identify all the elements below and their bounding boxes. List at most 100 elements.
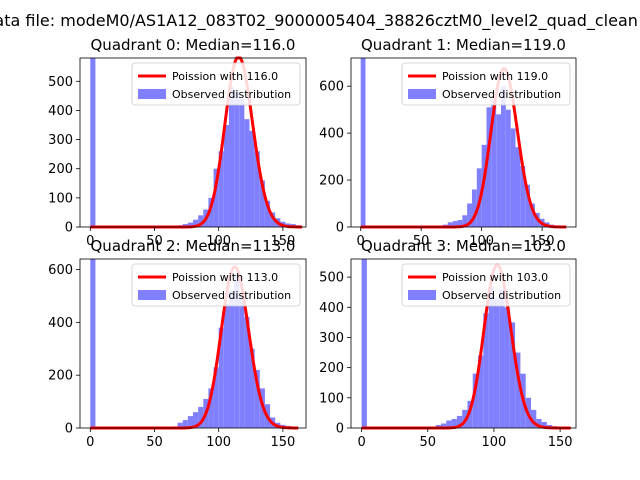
y-tick-label: 200: [48, 369, 73, 384]
x-tick-label: 100: [469, 234, 494, 249]
histogram-bar: [515, 147, 521, 227]
histogram-bar: [264, 200, 271, 227]
chart-title: Quadrant 0: Median=116.0: [91, 36, 296, 54]
legend-label: Observed distribution: [172, 88, 291, 101]
x-tick-label: 150: [270, 435, 295, 450]
legend-label: Poission with 116.0: [172, 70, 278, 83]
y-tick-label: 400: [319, 301, 344, 316]
histogram-bar: [499, 289, 505, 428]
chart-title: Quadrant 2: Median=113.0: [91, 237, 296, 255]
histogram-bar: [249, 130, 255, 227]
x-tick-label: 150: [548, 435, 573, 450]
x-tick-label: 0: [357, 435, 365, 450]
histogram-bar: [361, 259, 367, 428]
histogram-bar: [493, 298, 500, 428]
y-tick-label: 0: [336, 221, 344, 236]
histogram-bar: [504, 307, 510, 428]
x-tick-label: 50: [146, 435, 163, 450]
y-tick-label: 400: [319, 127, 344, 142]
x-tick-label: 0: [86, 234, 94, 249]
histogram-bar: [452, 221, 458, 227]
x-tick-label: 50: [146, 234, 163, 249]
x-tick-label: 100: [206, 234, 231, 249]
histogram-bar: [496, 114, 501, 227]
histogram-bar: [525, 184, 531, 227]
x-tick-label: 100: [206, 435, 231, 450]
y-tick-label: 500: [319, 271, 344, 286]
y-tick-label: 400: [48, 316, 73, 331]
histogram-bar: [218, 327, 224, 428]
histogram-bar: [198, 406, 204, 429]
histogram-bar: [472, 373, 479, 428]
axes-frame: [79, 258, 307, 429]
y-tick-label: 200: [319, 361, 344, 376]
histogram-bar: [187, 416, 193, 428]
histogram-bar: [520, 165, 526, 227]
x-tick-label: 150: [270, 234, 295, 249]
histogram-bar: [244, 119, 250, 227]
histogram-bar: [515, 352, 521, 428]
legend-label: Poission with 119.0: [442, 70, 548, 83]
histogram-bar: [483, 313, 489, 428]
figure-suptitle: Data file: modeM0/AS1A12_083T02_90000054…: [0, 11, 638, 31]
histogram-bar: [446, 420, 452, 428]
x-tick-label: 50: [413, 234, 430, 249]
axes-frame: [350, 57, 577, 228]
histogram-bar: [90, 58, 96, 227]
histogram-bar: [208, 197, 214, 227]
histogram-bar: [228, 290, 235, 428]
histogram-bar: [177, 422, 183, 428]
histogram-bar: [234, 90, 240, 227]
histogram-bar: [457, 219, 463, 227]
chart-panel-0: 0 50 100 150 0 100 200 300 400 500 Quadrant 0: Med…: [48, 36, 307, 249]
histogram-bar: [501, 86, 506, 227]
legend-swatch-bar: [138, 290, 166, 300]
x-tick-label: 100: [482, 435, 507, 450]
chart-title: Quadrant 3: Median=103.0: [361, 237, 566, 255]
legend-swatch-bar: [408, 290, 436, 300]
histogram-bar: [254, 369, 260, 428]
histogram-bar: [510, 128, 516, 227]
histogram-bar: [239, 295, 245, 428]
y-tick-label: 600: [319, 80, 344, 95]
histogram-bar: [198, 215, 204, 227]
y-tick-label: 100: [48, 191, 73, 206]
legend-swatch-bar: [408, 89, 436, 99]
histogram-bar: [505, 109, 511, 227]
x-tick-label: 50: [419, 435, 436, 450]
chart-panel-3: 0 50 100 150 0 100 200 300 400 500 Quadrant 3: Med…: [319, 237, 577, 450]
histogram-bar: [530, 203, 535, 227]
chart-panel-1: 0 50 100 150 0 200 400 600 Quadrant 1: Median=11…: [319, 36, 577, 249]
legend-label: Observed distribution: [442, 289, 561, 302]
legend-label: Poission with 113.0: [172, 271, 278, 284]
histogram-bar: [488, 286, 494, 428]
histogram-bar: [441, 423, 447, 428]
axes-frame: [79, 57, 307, 228]
histogram-bar: [509, 322, 516, 429]
y-tick-label: 300: [319, 331, 344, 346]
y-tick-label: 200: [319, 174, 344, 189]
histogram-bar: [447, 222, 453, 227]
histogram-bar: [234, 274, 240, 428]
histogram-bar: [182, 420, 188, 428]
histogram-bar: [486, 107, 492, 227]
y-tick-label: 200: [48, 162, 73, 177]
histogram-bar: [456, 415, 463, 428]
histogram-bar: [270, 212, 276, 227]
histogram-bar: [228, 87, 235, 227]
y-tick-label: 600: [48, 263, 73, 278]
x-tick-label: 0: [357, 234, 365, 249]
legend-swatch-bar: [138, 89, 166, 99]
histogram-bar: [467, 400, 473, 428]
y-tick-label: 0: [65, 221, 73, 236]
y-tick-label: 500: [48, 75, 73, 90]
histogram-bar: [536, 418, 542, 428]
chart-panel-2: 0 50 100 150 0 200 400 600 Quadrant 2: Median=11…: [48, 237, 307, 450]
histogram-bar: [187, 222, 193, 227]
legend-box: [401, 263, 571, 307]
legend-box: [401, 62, 571, 106]
histogram-bar: [223, 125, 229, 227]
histogram-bar: [462, 215, 468, 227]
y-tick-label: 100: [319, 391, 344, 406]
